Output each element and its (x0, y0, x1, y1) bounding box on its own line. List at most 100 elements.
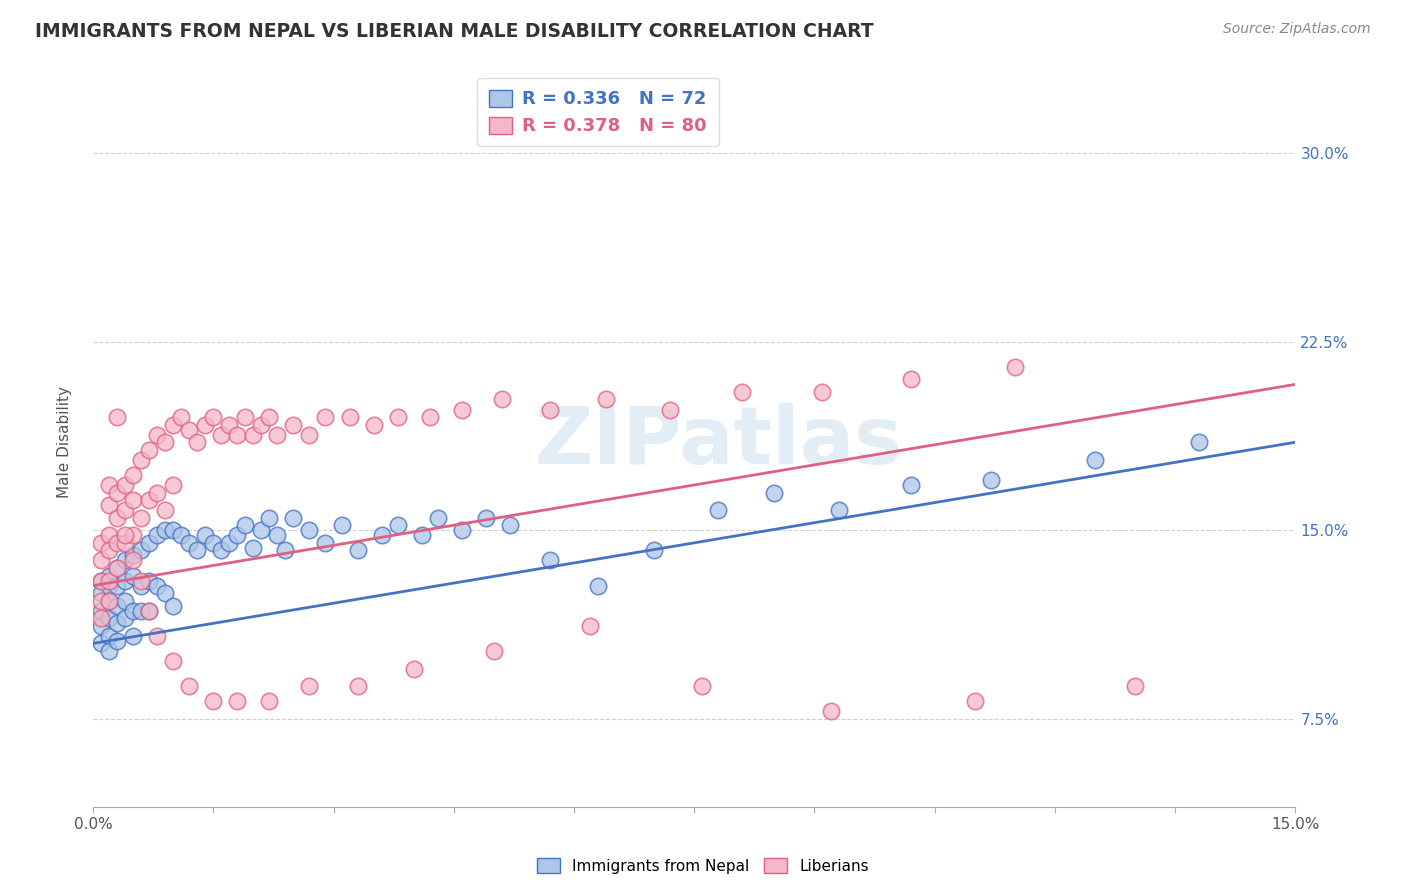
Point (90, 636, 112, 650)
Point (90, 611, 112, 625)
Point (690, 679, 713, 693)
Point (194, 528, 217, 542)
Point (763, 485, 786, 500)
Point (387, 518, 409, 533)
Point (114, 536, 136, 550)
Point (170, 410, 193, 425)
Point (98, 568, 121, 582)
Point (586, 579, 609, 593)
Point (202, 694, 225, 708)
Point (811, 384, 834, 399)
Point (250, 417, 273, 432)
Point (283, 417, 305, 432)
Point (426, 510, 449, 524)
Point (298, 523, 321, 537)
Point (402, 662, 425, 676)
Point (114, 593, 136, 607)
Point (963, 694, 986, 708)
Point (129, 452, 152, 467)
Point (98, 574, 121, 588)
Point (162, 654, 184, 668)
Point (170, 528, 193, 542)
Point (129, 604, 152, 618)
Point (363, 417, 385, 432)
Point (98, 498, 121, 512)
Point (900, 372, 922, 386)
Point (138, 493, 160, 508)
Point (499, 518, 522, 533)
Point (90, 593, 112, 607)
Point (153, 586, 176, 600)
Point (162, 478, 184, 492)
Point (419, 410, 441, 425)
Point (114, 478, 136, 492)
Point (98, 611, 121, 625)
Point (153, 435, 176, 450)
Point (266, 427, 288, 442)
Point (146, 528, 169, 542)
Point (105, 599, 128, 613)
Point (98, 593, 121, 607)
Point (105, 410, 128, 425)
Point (233, 518, 256, 533)
Point (233, 410, 256, 425)
Point (122, 549, 145, 563)
Point (146, 629, 169, 643)
Point (298, 427, 321, 442)
Point (387, 410, 409, 425)
Point (731, 384, 754, 399)
Point (226, 427, 249, 442)
Point (259, 694, 281, 708)
Point (98, 528, 121, 542)
Point (105, 485, 128, 500)
Point (162, 417, 184, 432)
Point (122, 568, 145, 582)
Point (330, 518, 353, 533)
Point (226, 528, 249, 542)
Point (179, 536, 201, 550)
Point (266, 528, 288, 542)
Point (105, 616, 128, 631)
Point (298, 679, 321, 693)
Point (138, 536, 160, 550)
Point (595, 392, 617, 407)
Point (146, 579, 169, 593)
Point (186, 543, 208, 558)
Point (274, 543, 297, 558)
Point (98, 478, 121, 492)
Point (194, 417, 217, 432)
Point (146, 427, 169, 442)
Point (138, 604, 160, 618)
Point (450, 402, 472, 417)
Point (105, 579, 128, 593)
Point (491, 392, 513, 407)
Point (707, 503, 730, 517)
Point (98, 644, 121, 658)
Point (114, 611, 136, 625)
Legend: R = 0.336   N = 72, R = 0.378   N = 80: R = 0.336 N = 72, R = 0.378 N = 80 (478, 78, 718, 146)
Point (314, 410, 336, 425)
Point (129, 574, 152, 588)
Point (98, 543, 121, 558)
Point (820, 705, 842, 719)
Y-axis label: Male Disability: Male Disability (58, 386, 72, 499)
Point (105, 561, 128, 575)
Point (129, 510, 152, 524)
Point (98, 579, 121, 593)
Point (122, 604, 145, 618)
Point (179, 423, 201, 437)
Point (105, 510, 128, 524)
Point (179, 679, 201, 693)
Point (90, 553, 112, 567)
Point (411, 528, 433, 542)
Point (900, 478, 922, 492)
Point (538, 553, 561, 567)
Point (482, 644, 505, 658)
Point (114, 574, 136, 588)
Point (138, 574, 160, 588)
Text: ZIPatlas: ZIPatlas (534, 403, 903, 481)
Point (1084, 452, 1107, 467)
Point (122, 528, 145, 542)
Point (90, 619, 112, 633)
Point (90, 586, 112, 600)
